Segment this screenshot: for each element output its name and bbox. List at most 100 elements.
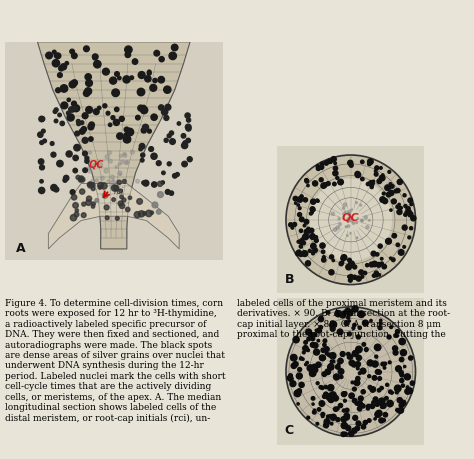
Circle shape [398,204,401,206]
Circle shape [143,125,148,131]
Circle shape [350,233,351,235]
Circle shape [326,394,333,401]
Circle shape [383,199,388,204]
Circle shape [118,190,122,193]
Circle shape [357,407,362,411]
Circle shape [165,190,170,195]
Circle shape [115,73,119,77]
Circle shape [358,326,361,330]
Circle shape [98,183,103,189]
Circle shape [368,220,370,222]
Circle shape [366,404,371,409]
Circle shape [372,274,375,278]
Circle shape [321,413,325,416]
Circle shape [305,180,309,184]
Circle shape [341,422,347,429]
Circle shape [89,152,91,155]
Circle shape [297,389,301,393]
Circle shape [161,181,164,185]
Circle shape [344,413,349,418]
Circle shape [50,142,54,146]
Circle shape [298,368,301,372]
Circle shape [140,159,144,162]
Circle shape [80,178,85,183]
Circle shape [298,213,301,217]
Circle shape [153,79,157,84]
Polygon shape [37,43,190,249]
Circle shape [113,120,119,126]
Circle shape [299,245,302,249]
Circle shape [356,367,359,370]
Circle shape [363,320,368,326]
Circle shape [351,209,353,211]
Circle shape [89,123,94,128]
Circle shape [376,410,382,416]
Circle shape [390,185,394,189]
Circle shape [139,144,145,150]
Circle shape [310,343,315,347]
Circle shape [296,251,301,255]
Circle shape [92,164,96,168]
Circle shape [352,306,358,313]
Circle shape [353,275,356,280]
Circle shape [185,125,191,131]
Circle shape [386,383,389,386]
Circle shape [312,209,315,212]
Circle shape [387,335,391,339]
Circle shape [403,226,406,229]
Circle shape [293,223,296,226]
Circle shape [297,198,301,202]
Circle shape [122,199,126,202]
Circle shape [304,220,309,224]
Circle shape [98,107,101,111]
Circle shape [169,132,173,136]
Circle shape [300,218,304,222]
Circle shape [330,321,337,328]
Circle shape [73,203,78,209]
Circle shape [112,90,119,97]
Circle shape [383,367,386,369]
Circle shape [313,333,317,337]
Circle shape [369,263,374,268]
Circle shape [378,326,382,330]
Circle shape [400,379,404,383]
Circle shape [100,177,104,181]
Circle shape [324,162,328,166]
Circle shape [359,405,363,409]
Circle shape [119,155,122,158]
Circle shape [310,370,316,377]
Circle shape [382,265,386,269]
Circle shape [377,389,381,392]
Circle shape [70,190,75,195]
Circle shape [291,364,297,369]
Circle shape [352,351,358,357]
Circle shape [173,174,177,179]
Circle shape [177,123,181,126]
Circle shape [388,361,391,364]
Circle shape [367,163,371,166]
Circle shape [306,330,310,333]
Circle shape [396,366,401,372]
Circle shape [136,180,139,184]
Circle shape [86,196,91,202]
Circle shape [356,421,361,425]
Circle shape [85,160,89,164]
Circle shape [303,198,308,202]
Circle shape [407,391,410,393]
Circle shape [88,183,93,189]
Circle shape [118,164,121,166]
Circle shape [321,251,325,254]
Circle shape [64,176,69,181]
Circle shape [349,360,355,366]
Circle shape [319,317,324,322]
Circle shape [82,203,86,207]
Circle shape [374,344,381,351]
Circle shape [37,133,43,138]
Circle shape [315,330,318,332]
Circle shape [109,124,112,127]
Circle shape [339,262,343,266]
Circle shape [381,403,386,409]
Circle shape [130,77,134,80]
Circle shape [399,339,405,345]
Circle shape [67,99,71,102]
